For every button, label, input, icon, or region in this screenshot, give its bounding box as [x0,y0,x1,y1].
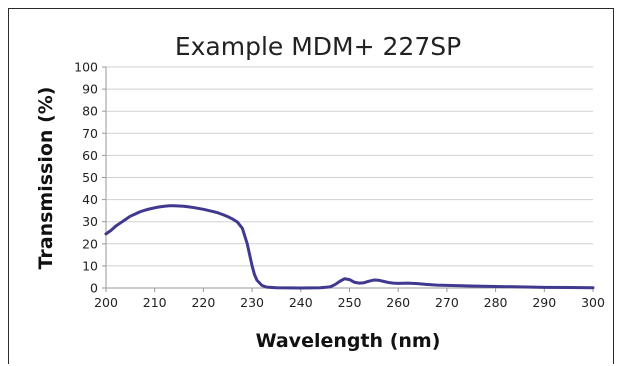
x-tick-label: 270 [435,295,459,310]
x-tick-label: 290 [532,295,556,310]
y-tick-label: 70 [82,126,98,141]
series-group [104,204,595,290]
y-tick-label: 90 [82,82,98,97]
x-tick-label: 260 [386,295,410,310]
y-tick-label: 10 [82,258,98,273]
y-tick-label: 0 [90,281,98,296]
x-tick-labels: 200 210 220 230 240 250 260 270 280 290 300 [94,295,605,310]
series-line-0 [104,204,595,290]
x-tick-label: 220 [191,295,215,310]
x-tick-label: 240 [289,295,313,310]
x-tick-label: 230 [240,295,264,310]
y-tick-label: 50 [82,170,98,185]
gridlines [106,66,593,267]
y-tick-label: 20 [82,236,98,251]
y-tick-label: 100 [74,60,98,75]
axes [102,66,594,292]
x-axis-label: Wavelength (nm) [256,330,441,352]
x-tick-label: 200 [94,295,118,310]
chart-title: Example MDM+ 227SP [175,32,461,61]
y-tick-labels: 0 10 20 30 40 50 60 70 80 90 100 [74,60,98,296]
y-axis-label: Transmission (%) [35,87,57,270]
y-tick-label: 40 [82,192,98,207]
x-tick-label: 210 [143,295,167,310]
y-tick-label: 60 [82,148,98,163]
x-tick-label: 280 [484,295,508,310]
y-tick-label: 30 [82,214,98,229]
x-tick-label: 300 [581,295,605,310]
y-tick-label: 80 [82,104,98,119]
x-tick-label: 250 [338,295,362,310]
